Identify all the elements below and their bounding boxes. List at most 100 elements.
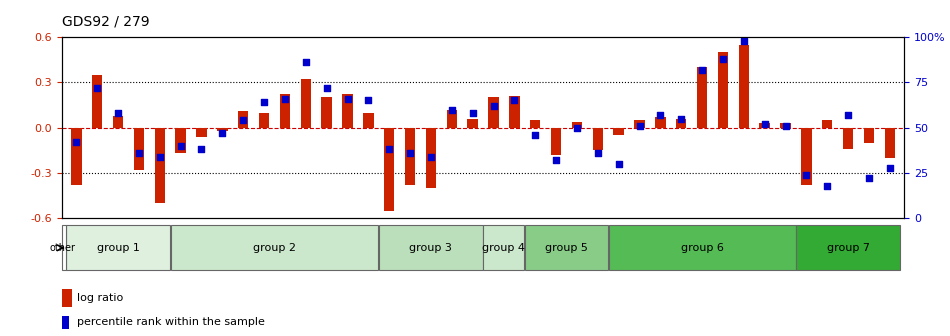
Text: group 6: group 6 — [680, 243, 724, 253]
Point — [653, 112, 668, 118]
Point — [152, 154, 167, 159]
Bar — [426, 128, 436, 188]
Point — [319, 85, 334, 90]
Bar — [572, 122, 582, 128]
Text: group 2: group 2 — [253, 243, 296, 253]
Point — [736, 38, 751, 43]
Point — [569, 125, 584, 130]
Bar — [843, 128, 853, 149]
Text: group 5: group 5 — [545, 243, 588, 253]
Bar — [656, 117, 666, 128]
Bar — [676, 119, 687, 128]
Point — [340, 96, 355, 101]
Bar — [759, 123, 770, 128]
Bar — [780, 123, 790, 128]
Bar — [551, 128, 561, 155]
Bar — [113, 116, 124, 128]
Bar — [155, 128, 165, 203]
Point — [277, 96, 293, 101]
Bar — [488, 97, 499, 128]
Bar — [614, 128, 624, 135]
FancyBboxPatch shape — [525, 225, 608, 270]
Bar — [405, 128, 415, 185]
Point — [674, 116, 689, 121]
Bar — [176, 128, 186, 154]
Point — [883, 165, 898, 170]
Bar — [738, 44, 749, 128]
Point — [799, 172, 814, 177]
Text: group 4: group 4 — [483, 243, 525, 253]
Bar — [321, 97, 332, 128]
Point — [298, 60, 314, 65]
Bar — [71, 128, 82, 185]
Bar — [258, 113, 269, 128]
FancyBboxPatch shape — [66, 225, 170, 270]
Point — [548, 158, 563, 163]
Bar — [384, 128, 394, 211]
FancyBboxPatch shape — [609, 225, 795, 270]
Point — [715, 56, 731, 61]
Point — [403, 151, 418, 156]
Point — [445, 107, 460, 112]
Point — [382, 147, 397, 152]
FancyBboxPatch shape — [62, 225, 66, 270]
Bar — [62, 289, 72, 307]
Point — [110, 111, 125, 116]
Point — [466, 111, 481, 116]
Point — [862, 176, 877, 181]
Bar — [300, 79, 311, 128]
Point — [173, 143, 188, 149]
FancyBboxPatch shape — [171, 225, 378, 270]
Text: GDS92 / 279: GDS92 / 279 — [62, 14, 149, 29]
Bar — [342, 94, 352, 128]
FancyBboxPatch shape — [796, 225, 900, 270]
Text: other: other — [49, 243, 76, 253]
Point — [694, 67, 710, 72]
Text: group 3: group 3 — [409, 243, 452, 253]
Point — [215, 130, 230, 136]
Bar — [467, 119, 478, 128]
Bar — [197, 128, 207, 137]
Bar — [822, 120, 832, 128]
Point — [89, 85, 104, 90]
Point — [527, 132, 542, 138]
Text: group 1: group 1 — [97, 243, 140, 253]
Point — [194, 147, 209, 152]
Point — [841, 112, 856, 118]
Bar — [530, 120, 541, 128]
Point — [611, 161, 626, 167]
Bar — [446, 110, 457, 128]
Point — [757, 121, 772, 127]
Point — [68, 139, 84, 145]
Bar — [593, 128, 603, 151]
Bar — [509, 96, 520, 128]
Bar — [238, 111, 249, 128]
Point — [485, 103, 501, 109]
FancyBboxPatch shape — [484, 225, 524, 270]
Text: log ratio: log ratio — [77, 293, 124, 303]
Point — [131, 151, 146, 156]
Bar — [218, 128, 228, 131]
Point — [236, 118, 251, 123]
Bar — [92, 75, 103, 128]
Text: percentile rank within the sample: percentile rank within the sample — [77, 317, 265, 327]
Bar — [62, 316, 69, 329]
Bar — [884, 128, 895, 158]
Bar — [697, 67, 708, 128]
Point — [590, 151, 605, 156]
Bar — [717, 52, 728, 128]
Point — [820, 183, 835, 188]
Bar — [864, 128, 874, 143]
Point — [506, 98, 522, 103]
Point — [778, 123, 793, 129]
Bar — [134, 128, 144, 170]
Text: group 7: group 7 — [826, 243, 869, 253]
Point — [424, 154, 439, 159]
Bar — [363, 113, 373, 128]
FancyBboxPatch shape — [379, 225, 483, 270]
Bar — [801, 128, 811, 185]
Point — [361, 98, 376, 103]
Bar — [279, 94, 290, 128]
Point — [632, 123, 647, 129]
Point — [256, 99, 272, 105]
